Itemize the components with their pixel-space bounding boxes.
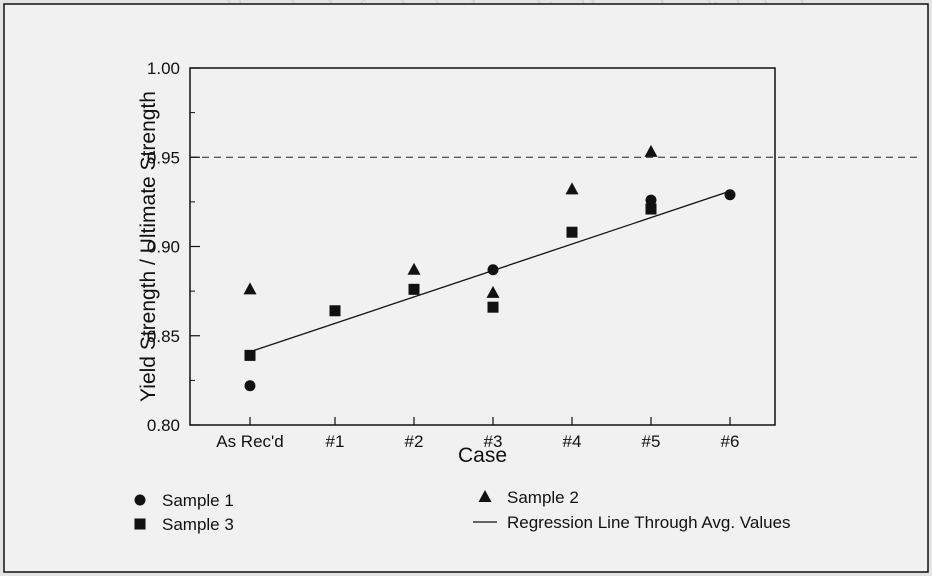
x-tick-label: #6 [721,432,740,451]
sample-3-point [645,203,657,215]
y-axis-title: Yield Strength / Ultimate Strength [137,91,160,402]
sample-1-point [244,380,256,392]
sample-2-point [243,282,257,295]
x-axis-title: Case [458,444,507,467]
x-tick-label: #5 [642,432,661,451]
legend-label: Sample 3 [162,515,234,534]
x-tick-label: #1 [326,432,345,451]
legend-label: Sample 1 [162,491,234,510]
x-tick-label: #4 [563,432,582,451]
sample-2-point [565,182,579,195]
regression-line [249,190,731,353]
sample-2-point [644,144,658,157]
y-tick-label: 0.85 [147,327,180,346]
sample-1-point [487,264,499,276]
y-tick-label: 0.95 [147,148,180,167]
x-tick-label: #3 [484,432,503,451]
sample-3-point [487,301,499,313]
sample-3-point [329,305,341,317]
legend-swatch-circle [134,494,146,506]
legend-swatch-square [134,518,146,530]
sample-1-point [645,194,657,206]
sample-3-point [566,226,578,238]
figure-border [3,3,929,573]
legend-swatch-triangle [478,490,492,502]
sample-2-point [407,262,421,275]
sample-3-point [244,349,256,361]
y-tick-label: 1.00 [147,59,180,78]
sample-1-point [724,189,736,201]
x-tick-label: As Rec'd [216,432,284,451]
legend-label: Sample 2 [507,488,579,507]
legend-label: Regression Line Through Avg. Values [507,513,791,532]
y-tick-label: 0.90 [147,238,180,257]
sample-2-point [486,285,500,298]
x-tick-label: #2 [405,432,424,451]
sample-3-point [408,283,420,295]
y-tick-label: 0.80 [147,416,180,435]
